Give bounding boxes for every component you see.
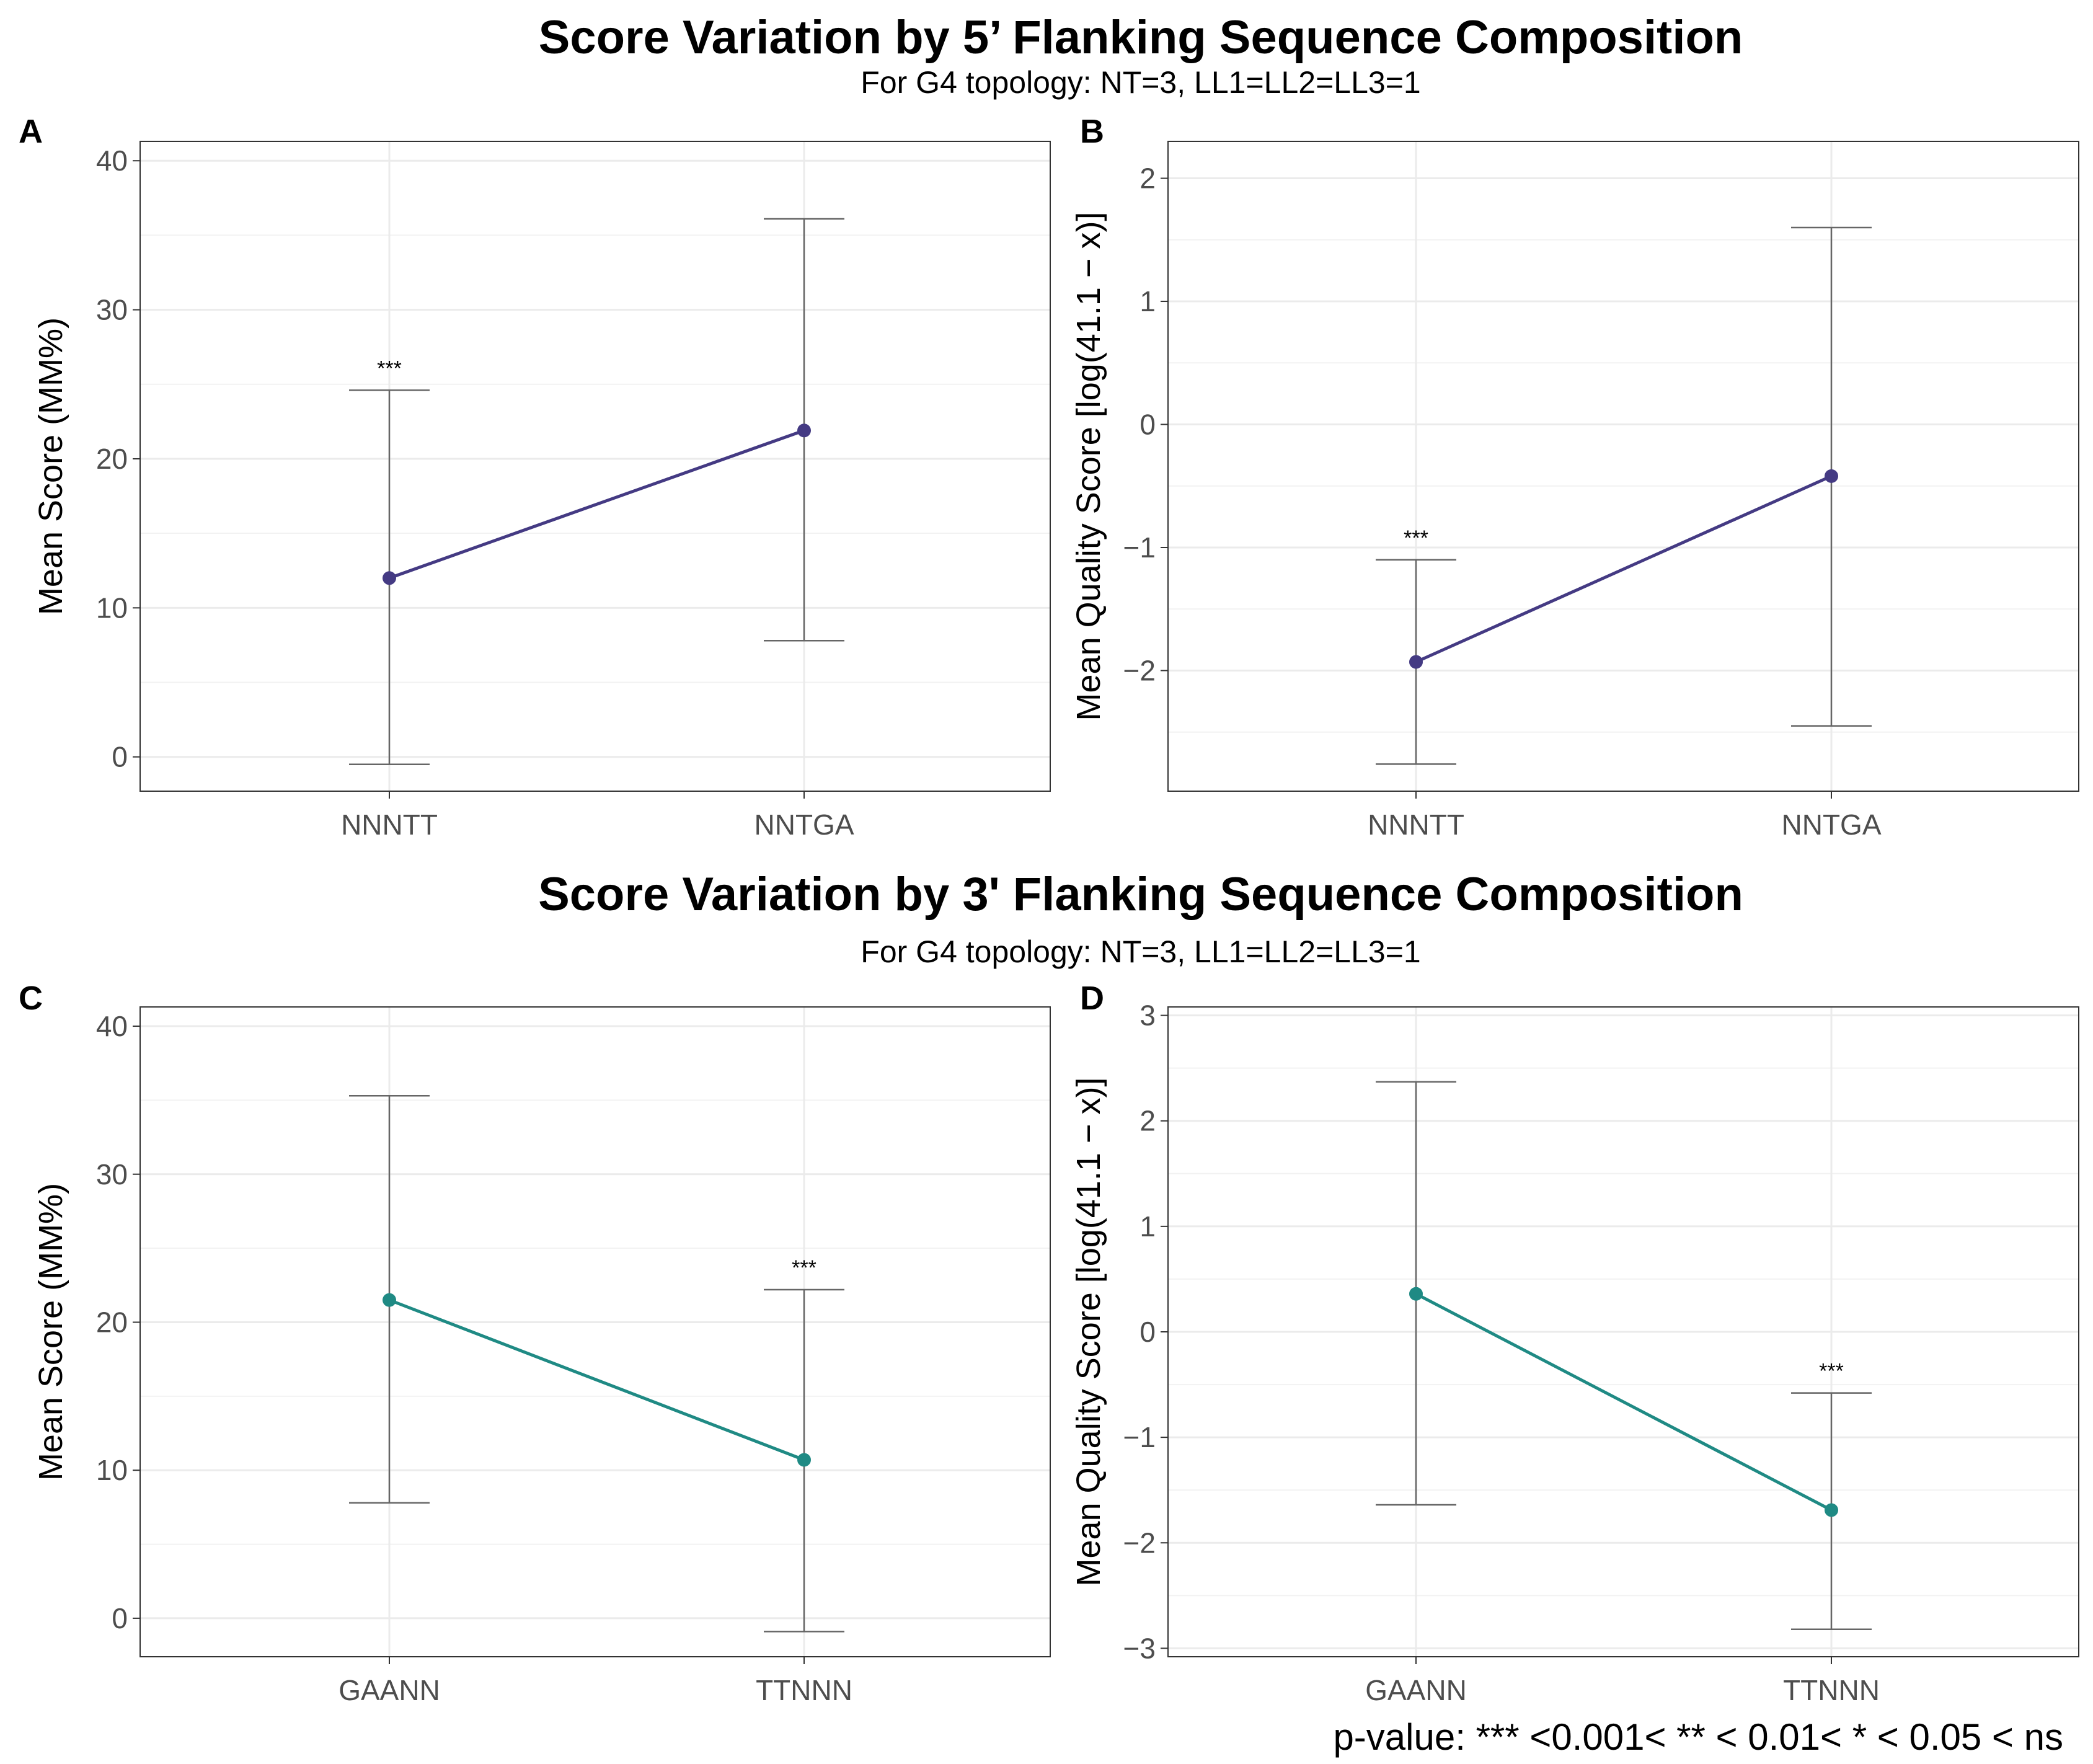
panel-c-y-tick-label: 0 <box>112 1602 128 1634</box>
panel-d-data-point <box>1825 1503 1838 1517</box>
panel-d-y-tick-label: −1 <box>1123 1421 1156 1453</box>
panel-a-significance-label: *** <box>377 357 402 380</box>
panel-c-data-point <box>797 1453 811 1467</box>
bottom-subtitle: For G4 topology: NT=3, LL1=LL2=LL3=1 <box>861 934 1420 969</box>
panel-a-data-point <box>383 571 396 585</box>
panel-b-y-tick-label: 0 <box>1139 409 1156 441</box>
panel-b-significance-label: *** <box>1404 526 1428 550</box>
panel-b-y-tick-label: −1 <box>1123 531 1156 564</box>
panel-c-series-line <box>389 1298 805 1461</box>
panel-b-series-line <box>1415 474 1833 663</box>
panel-a-y-tick-label: 10 <box>96 592 128 624</box>
panel-d-y-tick-label: 3 <box>1139 999 1156 1032</box>
panel-a-x-tick-label: NNNTT <box>341 809 438 841</box>
panel-b-x-tick-label: NNTGA <box>1782 809 1882 841</box>
panel-d-chart: −3 −2 −1 0 1 2 3 GAANN TTNNN Mean Quality Score [… <box>1070 999 2079 1706</box>
panel-d-border <box>1167 1006 2079 1657</box>
panel-d-x-tick-label: TTNNN <box>1783 1674 1880 1706</box>
panel-d-y-tick-label: −2 <box>1123 1527 1156 1559</box>
panel-b-x-tick-label: NNNTT <box>1368 809 1464 841</box>
panel-d-y-tick-label: 2 <box>1139 1105 1156 1137</box>
panel-b-data-point <box>1409 655 1423 669</box>
panel-b-y-axis-title: Mean Quality Score [log(41.1 − x)] <box>1070 212 1107 721</box>
panel-b-y-tick-label: −2 <box>1123 654 1156 686</box>
panel-a-chart: 0 10 20 30 40 NNNTT NNTGA Mean Score (MM%) *** <box>32 141 1051 841</box>
panel-c-x-tick-label: TTNNN <box>756 1674 852 1706</box>
panel-c-chart: 0 10 20 30 40 GAANN TTNNN Mean Score (MM%) *** <box>32 1006 1051 1706</box>
panel-a-data-point <box>797 423 811 438</box>
panel-d-y-tick-label: 1 <box>1139 1210 1156 1243</box>
panel-b-border <box>1167 141 2079 792</box>
panel-c-y-tick-label: 10 <box>96 1454 128 1486</box>
panel-b-data-point <box>1825 469 1838 483</box>
panel-d-x-tick-label: GAANN <box>1365 1674 1467 1706</box>
panel-a-y-tick-label: 20 <box>96 443 128 475</box>
panel-c-y-tick-label: 20 <box>96 1306 128 1338</box>
panel-c-y-tick-label: 30 <box>96 1158 128 1190</box>
panel-a-y-tick-label: 0 <box>112 741 128 773</box>
panel-d-data-point <box>1409 1287 1423 1301</box>
panel-a-series-line <box>389 428 805 580</box>
panel-d-y-tick-label: 0 <box>1139 1316 1156 1348</box>
top-title: Score Variation by 5’ Flanking Sequence … <box>539 11 1743 64</box>
bottom-title: Score Variation by 3' Flanking Sequence … <box>538 868 1743 921</box>
panel-a-y-axis-title: Mean Score (MM%) <box>32 317 69 615</box>
top-subtitle: For G4 topology: NT=3, LL1=LL2=LL3=1 <box>861 65 1420 100</box>
panel-c-border <box>139 1006 1051 1657</box>
panel-b-chart: −2 −1 0 1 2 NNNTT NNTGA Mean Quality Score [log… <box>1070 141 2079 841</box>
panel-a-border <box>139 141 1051 792</box>
panel-label-d: D <box>1080 980 1104 1017</box>
panel-b-y-tick-label: 2 <box>1139 162 1156 195</box>
panel-d-series-line <box>1415 1292 1833 1512</box>
panel-label-a: A <box>19 113 43 150</box>
panel-label-c: C <box>19 980 43 1017</box>
panel-c-y-tick-label: 40 <box>96 1010 128 1042</box>
panel-d-y-tick-label: −3 <box>1123 1632 1156 1664</box>
panel-c-x-tick-label: GAANN <box>339 1674 440 1706</box>
panel-a-x-tick-label: NNTGA <box>754 809 854 841</box>
panel-b-y-tick-label: 1 <box>1139 285 1156 317</box>
panel-a-y-tick-label: 40 <box>96 144 128 177</box>
panel-d-y-axis-title: Mean Quality Score [log(41.1 − x)] <box>1070 1078 1107 1587</box>
panel-d-significance-label: *** <box>1819 1360 1844 1383</box>
panel-c-data-point <box>383 1293 396 1307</box>
panel-a-y-tick-label: 30 <box>96 294 128 326</box>
panel-c-y-axis-title: Mean Score (MM%) <box>32 1183 69 1481</box>
panel-label-b: B <box>1080 113 1104 150</box>
p-value-footnote: p-value: *** <0.001< ** < 0.01< * < 0.05… <box>1333 1716 2063 1758</box>
panel-c-significance-label: *** <box>792 1256 816 1280</box>
